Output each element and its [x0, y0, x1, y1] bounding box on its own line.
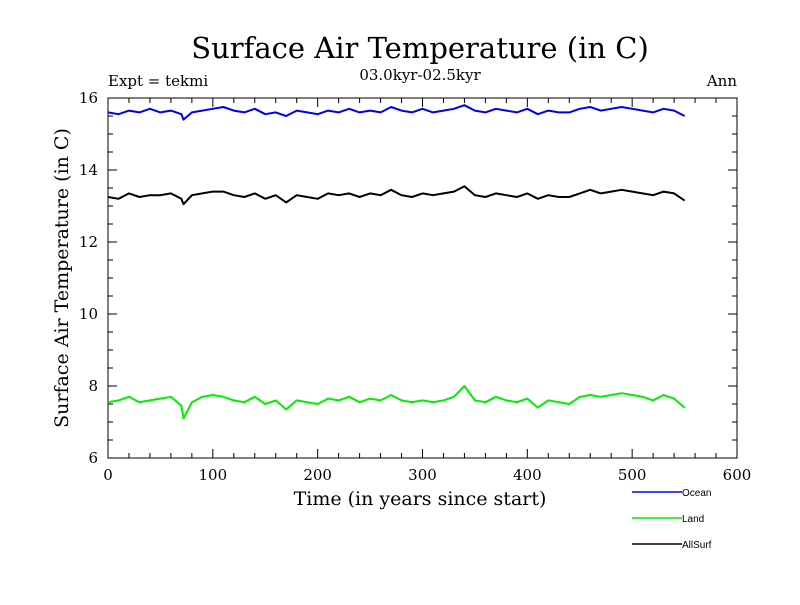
experiment-label: Expt = tekmi — [108, 72, 208, 90]
legend-label-land: Land — [682, 514, 704, 525]
y-tick-label: 10 — [79, 305, 98, 323]
series-line-land — [107, 385, 686, 420]
x-tick-label: 600 — [723, 466, 752, 484]
x-tick-label: 500 — [618, 466, 647, 484]
legend: Ocean Land AllSurf — [632, 488, 712, 551]
y-tick-label: 6 — [88, 449, 98, 467]
y-tick-label: 8 — [88, 377, 98, 395]
chart-subtitle: 03.0kyr-02.5kyr — [359, 66, 481, 84]
x-tick-label: 400 — [513, 466, 542, 484]
x-tick-label: 200 — [303, 466, 332, 484]
y-tick-label: 12 — [79, 233, 98, 251]
axis-ticks: 0 100 200 300 400 500 600 6 8 10 12 14 16 — [79, 89, 751, 484]
x-tick-label: 300 — [408, 466, 437, 484]
series-line-ocean — [107, 104, 686, 121]
chart-title: Surface Air Temperature (in C) — [191, 31, 649, 65]
series-line-allsurf — [107, 185, 686, 206]
y-axis-label: Surface Air Temperature (in C) — [51, 128, 73, 428]
x-tick-label: 0 — [103, 466, 113, 484]
plot-frame — [107, 97, 738, 459]
legend-label-ocean: Ocean — [682, 488, 711, 499]
x-axis-label: Time (in years since start) — [294, 488, 547, 510]
series-group — [107, 104, 686, 420]
legend-label-allsurf: AllSurf — [682, 540, 712, 551]
y-tick-label: 16 — [79, 89, 98, 107]
season-label: Ann — [706, 72, 737, 90]
x-tick-label: 100 — [199, 466, 228, 484]
y-tick-label: 14 — [79, 161, 98, 179]
